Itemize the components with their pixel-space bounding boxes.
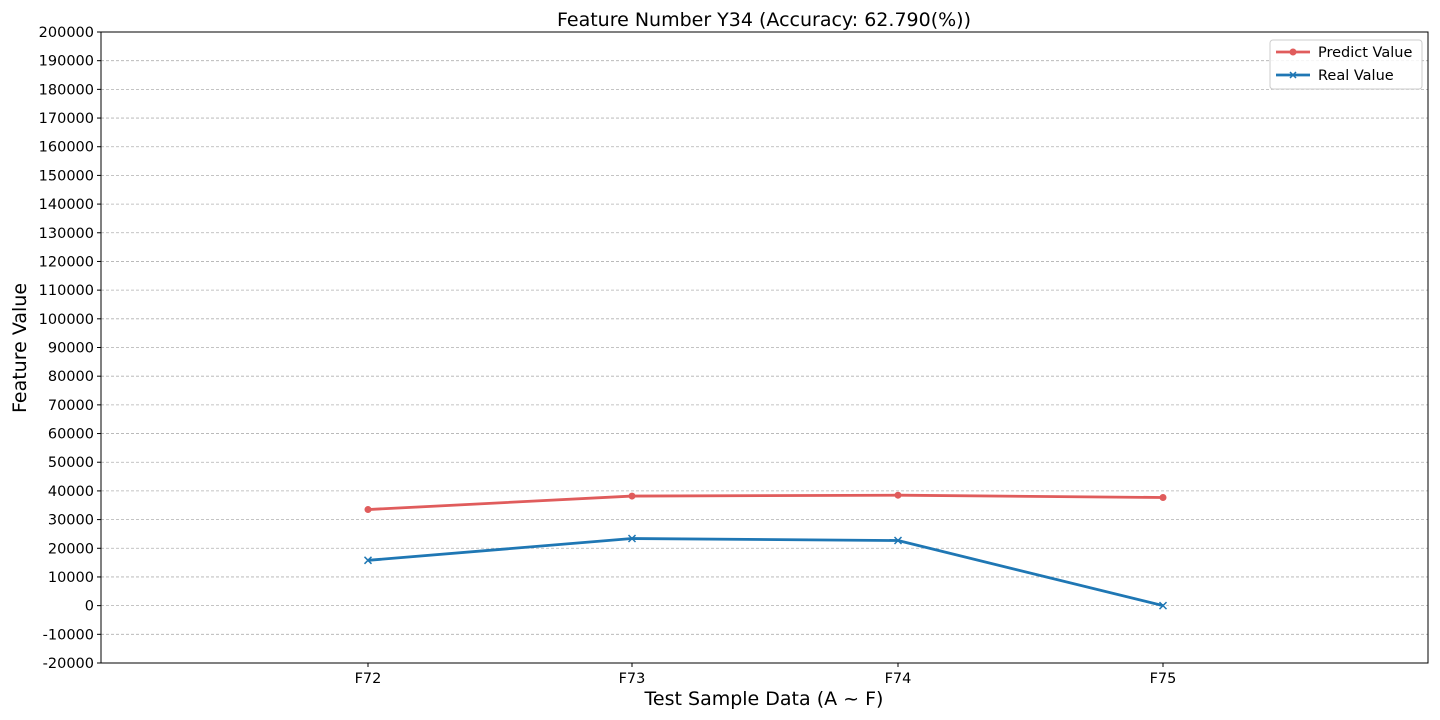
y-tick-label: 90000 bbox=[48, 341, 94, 357]
y-tick-label: 80000 bbox=[48, 369, 94, 385]
data-point bbox=[1159, 494, 1167, 502]
y-axis-title: Feature Value bbox=[9, 283, 31, 413]
y-tick-label: 30000 bbox=[48, 513, 94, 529]
data-point bbox=[627, 534, 637, 543]
y-tick-label: 20000 bbox=[48, 541, 94, 557]
data-point bbox=[894, 491, 902, 499]
y-tick-label: 130000 bbox=[39, 226, 94, 242]
y-tick-label: 170000 bbox=[39, 111, 94, 127]
chart-title: Feature Number Y34 (Accuracy: 62.790(%)) bbox=[557, 9, 971, 31]
legend-marker bbox=[1289, 71, 1297, 79]
y-axis-ticks: -20000 -10000 0 10000 20000 30000 40000 50000 60… bbox=[39, 25, 101, 672]
x-tick-label: F72 bbox=[355, 671, 382, 687]
x-tick-label: F74 bbox=[885, 671, 912, 687]
series-line-0 bbox=[367, 493, 1164, 511]
grid-lines bbox=[101, 31, 1428, 664]
plot-frame bbox=[100, 31, 1429, 664]
data-point bbox=[363, 556, 373, 565]
y-tick-label: 40000 bbox=[48, 484, 94, 500]
x-axis-title: Test Sample Data (A ~ F) bbox=[644, 688, 884, 710]
y-tick-label: 100000 bbox=[39, 312, 94, 328]
y-tick-label: 180000 bbox=[39, 82, 94, 98]
y-tick-label: 110000 bbox=[39, 283, 94, 299]
y-tick-label: 150000 bbox=[39, 168, 94, 184]
x-axis-ticks: F72 F73 F74 F75 bbox=[355, 663, 1177, 687]
data-point bbox=[364, 506, 372, 514]
y-tick-label: 0 bbox=[85, 599, 94, 615]
legend-label: Predict Value bbox=[1318, 45, 1412, 61]
legend-marker bbox=[1289, 48, 1297, 56]
y-tick-label: 10000 bbox=[48, 570, 94, 586]
data-point bbox=[893, 536, 903, 545]
y-tick-label: 70000 bbox=[48, 398, 94, 414]
series-group bbox=[363, 491, 1168, 610]
y-tick-label: -10000 bbox=[43, 627, 94, 643]
legend: Predict Value Real Value bbox=[1269, 39, 1423, 90]
data-point bbox=[1158, 601, 1168, 610]
y-tick-label: 190000 bbox=[39, 54, 94, 70]
y-tick-label: -20000 bbox=[43, 656, 94, 672]
y-tick-label: 140000 bbox=[39, 197, 94, 213]
y-tick-label: 120000 bbox=[39, 254, 94, 270]
y-tick-label: 160000 bbox=[39, 140, 94, 156]
x-tick-label: F75 bbox=[1150, 671, 1177, 687]
y-tick-label: 60000 bbox=[48, 427, 94, 443]
legend-label: Real Value bbox=[1318, 68, 1394, 84]
y-tick-label: 200000 bbox=[39, 25, 94, 41]
data-point bbox=[628, 492, 636, 500]
y-tick-label: 50000 bbox=[48, 455, 94, 471]
series-line-1 bbox=[367, 537, 1164, 607]
x-tick-label: F73 bbox=[619, 671, 646, 687]
